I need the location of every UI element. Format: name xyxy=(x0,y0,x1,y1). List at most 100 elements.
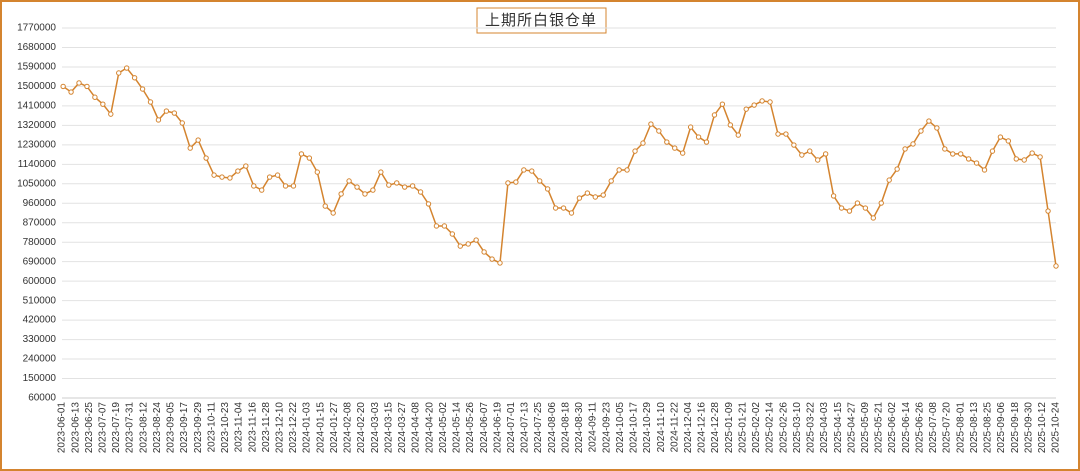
x-tick-label: 2023-12-22 xyxy=(288,402,299,454)
data-point xyxy=(997,134,1004,140)
data-point xyxy=(1029,150,1035,156)
data-point xyxy=(227,175,233,181)
x-tick-label: 2025-09-18 xyxy=(1010,402,1021,454)
data-point xyxy=(544,186,551,192)
data-point xyxy=(799,152,805,158)
x-tick-label: 2024-05-14 xyxy=(452,402,463,454)
data-point xyxy=(640,140,646,146)
x-tick-label: 2024-03-03 xyxy=(370,402,381,454)
data-point xyxy=(600,192,606,198)
data-point xyxy=(195,137,201,143)
data-point xyxy=(568,210,575,216)
data-point xyxy=(751,102,757,108)
x-tick-label: 2024-01-27 xyxy=(329,402,340,454)
data-point xyxy=(76,80,82,86)
data-point xyxy=(338,191,344,197)
y-tick-label: 960000 xyxy=(23,198,57,209)
data-point xyxy=(616,167,622,173)
data-point xyxy=(838,205,845,211)
data-point xyxy=(123,65,130,71)
x-tick-label: 2024-07-13 xyxy=(520,402,531,454)
y-tick-label: 870000 xyxy=(23,217,57,228)
data-point xyxy=(791,142,797,148)
data-point xyxy=(1037,154,1043,160)
data-point xyxy=(243,163,249,169)
y-tick-label: 1410000 xyxy=(17,101,56,112)
data-point xyxy=(767,99,773,105)
data-point xyxy=(878,200,884,206)
data-point xyxy=(886,177,892,183)
x-tick-label: 2023-11-28 xyxy=(261,402,272,453)
data-point xyxy=(1013,156,1019,162)
data-point xyxy=(425,201,432,207)
data-point xyxy=(378,169,384,175)
data-point xyxy=(989,148,996,154)
data-point xyxy=(116,70,122,76)
x-tick-label: 2025-01-09 xyxy=(724,402,735,454)
x-tick-label: 2025-06-26 xyxy=(914,402,925,454)
x-tick-label: 2025-02-26 xyxy=(778,402,789,454)
x-tick-label: 2025-07-20 xyxy=(942,402,953,454)
x-tick-label: 2024-04-20 xyxy=(424,402,435,454)
data-point xyxy=(441,223,448,229)
x-tick-label: 2025-04-15 xyxy=(833,402,844,454)
data-point xyxy=(624,167,630,173)
data-point xyxy=(449,231,456,237)
y-tick-label: 1770000 xyxy=(17,23,56,34)
y-tick-label: 690000 xyxy=(23,256,57,267)
x-tick-label: 2025-04-03 xyxy=(819,402,830,454)
y-tick-label: 420000 xyxy=(23,315,57,326)
data-point xyxy=(807,148,813,154)
data-point xyxy=(656,128,662,134)
data-point xyxy=(1053,263,1059,269)
data-point xyxy=(584,190,591,196)
x-tick-label: 2024-11-10 xyxy=(656,402,667,453)
x-tick-label: 2024-09-23 xyxy=(601,402,612,454)
x-tick-label: 2024-10-17 xyxy=(629,402,640,454)
x-tick-label: 2025-04-27 xyxy=(846,402,857,454)
x-tick-label: 2023-07-07 xyxy=(97,402,108,454)
data-point xyxy=(290,183,297,189)
data-point xyxy=(171,110,178,116)
x-tick-label: 2025-06-14 xyxy=(901,402,912,454)
x-tick-label: 2023-09-17 xyxy=(179,402,190,454)
data-point xyxy=(203,155,209,161)
data-point xyxy=(401,184,408,190)
x-tick-label: 2023-09-29 xyxy=(193,402,204,454)
x-tick-label: 2023-07-31 xyxy=(125,402,136,454)
data-point xyxy=(108,111,114,117)
x-tick-label: 2025-09-06 xyxy=(996,402,1007,454)
data-point xyxy=(552,205,559,211)
data-point xyxy=(687,124,694,130)
x-tick-label: 2025-02-14 xyxy=(765,402,776,454)
data-point xyxy=(711,112,718,118)
data-point xyxy=(298,151,305,157)
x-tick-label: 2024-12-16 xyxy=(697,402,708,454)
x-tick-label: 2025-08-25 xyxy=(983,402,994,454)
x-tick-label: 2023-10-23 xyxy=(220,402,231,454)
y-tick-label: 330000 xyxy=(23,334,57,345)
data-point xyxy=(139,86,146,92)
data-point xyxy=(783,131,789,137)
data-point xyxy=(251,183,257,189)
data-point xyxy=(386,182,392,188)
x-tick-label: 2024-03-15 xyxy=(383,402,394,454)
x-tick-label: 2024-08-06 xyxy=(547,402,558,454)
data-point xyxy=(918,128,924,134)
data-point xyxy=(719,101,726,107)
data-point xyxy=(497,260,503,266)
data-point xyxy=(457,243,463,249)
data-point xyxy=(322,203,328,209)
x-tick-label: 2024-08-18 xyxy=(560,402,571,454)
data-point xyxy=(417,189,424,195)
data-point xyxy=(505,180,511,186)
y-tick-label: 1500000 xyxy=(17,81,56,92)
y-tick-label: 600000 xyxy=(23,276,57,287)
axes: 60000 150000 240000 330000 420000 510000 60000… xyxy=(17,23,1062,454)
data-point xyxy=(537,178,543,184)
x-tick-label: 2024-10-29 xyxy=(642,402,653,454)
x-tick-label: 2024-06-19 xyxy=(492,402,503,454)
data-point xyxy=(489,256,495,262)
data-point xyxy=(68,89,74,95)
data-point xyxy=(703,139,710,145)
